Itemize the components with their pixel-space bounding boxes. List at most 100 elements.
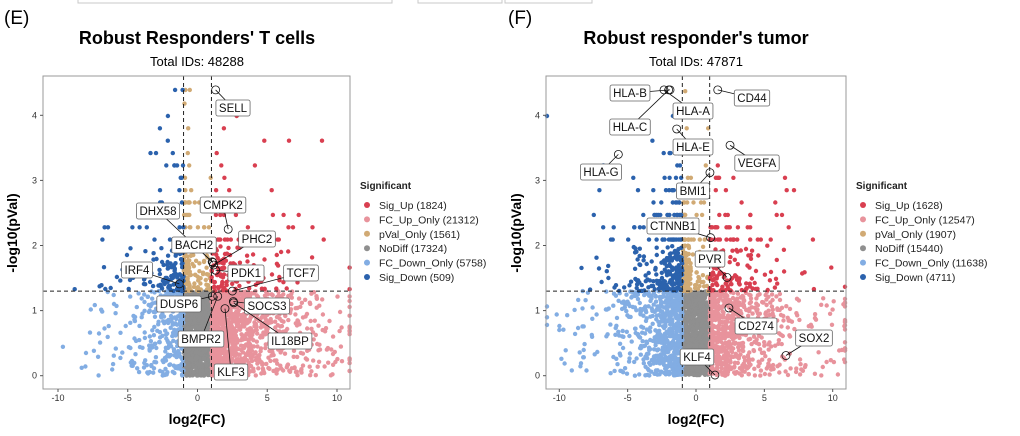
point-fc-down-only bbox=[663, 364, 667, 368]
point-fc-up-only bbox=[778, 298, 782, 302]
point-fc-down-only bbox=[645, 373, 649, 377]
point-fc-up-only bbox=[732, 370, 736, 374]
point-fc-down-only bbox=[150, 328, 154, 332]
x-axis-label: log2(FC) bbox=[169, 411, 226, 427]
point-fc-down-only bbox=[562, 361, 566, 365]
point-sig-down bbox=[151, 251, 155, 255]
point-fc-down-only bbox=[133, 352, 137, 356]
point-fc-down-only bbox=[657, 323, 661, 327]
point-fc-down-only bbox=[143, 336, 147, 340]
point-fc-up-only bbox=[829, 358, 833, 362]
x-tick-label: 10 bbox=[332, 393, 342, 403]
point-fc-up-only bbox=[233, 317, 237, 321]
cropped-box bbox=[418, 0, 502, 3]
point-fc-down-only bbox=[102, 326, 106, 330]
point-fc-down-only bbox=[660, 337, 664, 341]
point-fc-down-only bbox=[163, 367, 167, 371]
point-nodiff bbox=[186, 353, 190, 357]
point-fc-up-only bbox=[327, 319, 331, 323]
point-fc-down-only bbox=[96, 373, 100, 377]
chart-title: Robust Responders' T cells bbox=[79, 28, 315, 48]
point-fc-down-only bbox=[84, 351, 88, 355]
point-fc-down-only bbox=[660, 318, 664, 322]
point-fc-up-only bbox=[825, 303, 829, 307]
point-fc-up-only bbox=[331, 334, 335, 338]
point-fc-up-only bbox=[330, 372, 334, 376]
point-sig-up bbox=[253, 163, 257, 167]
point-fc-down-only bbox=[676, 295, 680, 299]
point-fc-down-only bbox=[154, 346, 158, 350]
point-fc-up-only bbox=[263, 317, 267, 321]
point-fc-up-only bbox=[254, 328, 258, 332]
point-sig-up bbox=[275, 253, 279, 257]
point-pval-only bbox=[198, 276, 202, 280]
point-fc-down-only bbox=[140, 296, 144, 300]
point-nodiff bbox=[693, 308, 697, 312]
point-fc-up-only bbox=[315, 342, 319, 346]
point-sig-up bbox=[219, 274, 223, 278]
point-fc-up-only bbox=[798, 372, 802, 376]
point-nodiff bbox=[189, 326, 193, 330]
point-fc-down-only bbox=[107, 324, 111, 328]
point-pval-only bbox=[189, 188, 193, 192]
gene-name: CMPK2 bbox=[203, 200, 243, 212]
legend-item-nodiff: NoDiff (17324) bbox=[364, 243, 447, 255]
point-sig-down bbox=[171, 151, 175, 155]
point-fc-down-only bbox=[641, 326, 645, 330]
point-nodiff bbox=[190, 358, 194, 362]
point-nodiff bbox=[698, 297, 702, 301]
point-fc-up-only bbox=[308, 373, 312, 377]
point-fc-down-only bbox=[669, 326, 673, 330]
point-fc-down-only bbox=[137, 370, 141, 374]
point-fc-up-only bbox=[830, 307, 834, 311]
point-fc-up-only bbox=[335, 294, 339, 298]
point-nodiff bbox=[705, 324, 709, 328]
point-fc-up-only bbox=[774, 294, 778, 298]
point-pval-only bbox=[191, 253, 195, 257]
point-fc-down-only bbox=[677, 371, 681, 375]
point-fc-up-only bbox=[248, 326, 252, 330]
point-fc-up-only bbox=[738, 366, 742, 370]
point-fc-down-only bbox=[615, 362, 619, 366]
point-sig-up bbox=[223, 237, 227, 241]
point-fc-down-only bbox=[113, 311, 117, 315]
point-sig-up bbox=[251, 252, 255, 256]
point-fc-up-only bbox=[290, 366, 294, 370]
point-sig-up bbox=[270, 188, 274, 192]
point-sig-up bbox=[246, 225, 250, 229]
point-sig-up bbox=[222, 176, 226, 180]
point-fc-up-only bbox=[803, 365, 807, 369]
point-sig-up bbox=[291, 225, 295, 229]
point-fc-down-only bbox=[673, 372, 677, 376]
point-fc-up-only bbox=[339, 325, 343, 329]
point-sig-down bbox=[173, 268, 177, 272]
point-nodiff bbox=[192, 370, 196, 374]
point-fc-up-only bbox=[760, 300, 764, 304]
point-sig-up bbox=[322, 237, 326, 241]
point-fc-up-only bbox=[781, 318, 785, 322]
point-fc-down-only bbox=[645, 341, 649, 345]
point-fc-up-only bbox=[242, 324, 246, 328]
point-fc-down-only bbox=[633, 327, 637, 331]
point-sig-down bbox=[100, 237, 104, 241]
point-fc-down-only bbox=[133, 315, 137, 319]
point-fc-up-only bbox=[305, 326, 309, 330]
cropped-box bbox=[505, 0, 592, 3]
point-fc-down-only bbox=[146, 295, 150, 299]
chart-subtitle: Total IDs: 48288 bbox=[150, 54, 244, 69]
point-fc-down-only bbox=[618, 342, 622, 346]
point-fc-up-only bbox=[763, 312, 767, 316]
point-sig-up bbox=[219, 163, 223, 167]
point-fc-up-only bbox=[234, 321, 238, 325]
point-fc-up-only bbox=[249, 346, 253, 350]
point-fc-down-only bbox=[670, 367, 674, 371]
point-fc-down-only bbox=[607, 306, 611, 310]
point-fc-up-only bbox=[279, 366, 283, 370]
y-tick-label: 3 bbox=[32, 175, 37, 185]
legend-label: NoDiff (17324) bbox=[379, 243, 447, 255]
point-fc-up-only bbox=[813, 312, 817, 316]
legend-label: FC_Down_Only (5758) bbox=[379, 258, 486, 270]
point-sig-down bbox=[159, 246, 163, 250]
point-fc-down-only bbox=[112, 302, 116, 306]
point-fc-up-only bbox=[726, 353, 730, 357]
